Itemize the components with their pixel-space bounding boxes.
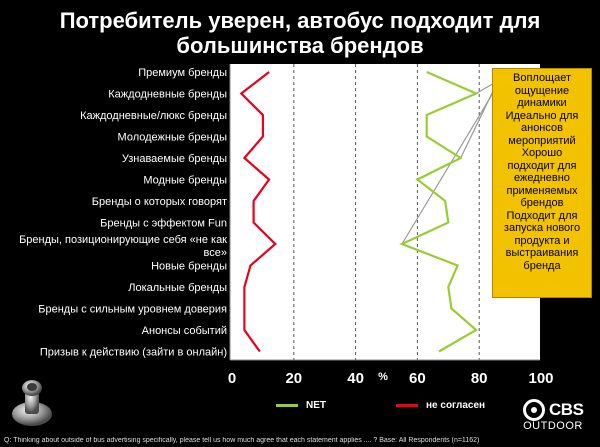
footnote: Q: Thinking about outside of bus adverti… (4, 437, 480, 444)
category-label: Бренды, позиционирующие себя «не как все» (19, 234, 227, 259)
logo-brand: CBS (549, 400, 584, 419)
legend-label-disagree: не согласен (426, 400, 486, 411)
x-tick-labels: 0 20 40 60 80 100% (228, 370, 554, 387)
callout-line: продукта и (514, 234, 570, 247)
x-tick-label: 100 (528, 370, 553, 387)
x-tick-label: 40 (347, 370, 364, 387)
callout-line: Хорошо (521, 147, 563, 159)
category-label: Каждодневные/люкс бренды (80, 110, 227, 122)
category-label: Локальные бренды (128, 282, 227, 294)
legend-swatch-net (276, 403, 298, 407)
callout-line: мероприятий (508, 134, 576, 147)
category-label: Каждодневные бренды (108, 89, 227, 101)
callout-line: ежедневно (514, 172, 570, 184)
callout-line: Идеально для (505, 109, 579, 122)
category-label: Узнаваемые бренды (122, 153, 227, 165)
bolt-icon (12, 380, 52, 426)
x-unit-label: % (378, 371, 388, 383)
series-line-net (399, 70, 479, 353)
callout-line: запуска нового (503, 222, 581, 234)
x-tick-label: 20 (285, 370, 302, 387)
x-tick-label: 80 (471, 370, 488, 387)
title-line-1: Потребитель уверен, автобус подходит для (59, 8, 541, 33)
legend-item-net: NET (276, 400, 326, 411)
series-line-disagree (239, 71, 277, 353)
series-lines (239, 70, 479, 353)
legend-item-disagree: не согласен (396, 400, 485, 411)
callout-line: брендов (520, 197, 564, 209)
x-tick-label: 0 (228, 370, 236, 387)
callout-line: анонсов (521, 122, 563, 134)
category-label: Новые бренды (151, 261, 227, 273)
callout-line: Подходит для (506, 209, 578, 222)
x-tick-label: 60 (409, 370, 426, 387)
cbs-eye-icon (522, 399, 545, 421)
callout-box: Воплощает ощущение динамики Идеально для… (492, 68, 592, 298)
category-label: Призыв к действию (зайти в онлайн) (40, 347, 227, 359)
callout-line: динамики (517, 97, 567, 109)
category-label: Бренды о которых говорят (92, 196, 227, 208)
callout-line: применяемых (506, 184, 578, 197)
callout-line: выстраивания (505, 247, 579, 259)
category-label: Анонсы событий (142, 325, 227, 337)
legend-swatch-disagree (396, 403, 418, 407)
category-label: Бренды с сильным уровнем доверия (38, 304, 227, 316)
category-label: Модные бренды (143, 175, 227, 187)
grid (229, 64, 540, 361)
callout-line: Воплощает (512, 72, 572, 84)
callout-leader-line (401, 87, 497, 245)
title-line-2: большинства брендов (176, 33, 424, 58)
cbs-outdoor-logo: CBS OUTDOOR (517, 399, 589, 432)
legend-label-net: NET (306, 400, 326, 411)
logo-sub: OUTDOOR (523, 420, 583, 432)
category-label: Бренды с эффектом Fun (100, 218, 227, 230)
callout-line: ощущение (514, 84, 570, 97)
callout-line: бренда (523, 259, 561, 272)
callout-line: подходит для (507, 159, 577, 172)
plot-area (230, 64, 540, 360)
page-title: Потребитель уверен, автобус подходит для… (0, 8, 600, 58)
category-label: Молодежные бренды (118, 132, 228, 144)
category-label: Премиум бренды (138, 67, 227, 79)
category-labels: Премиум бренды Каждодневные бренды Каждодн… (19, 67, 227, 359)
